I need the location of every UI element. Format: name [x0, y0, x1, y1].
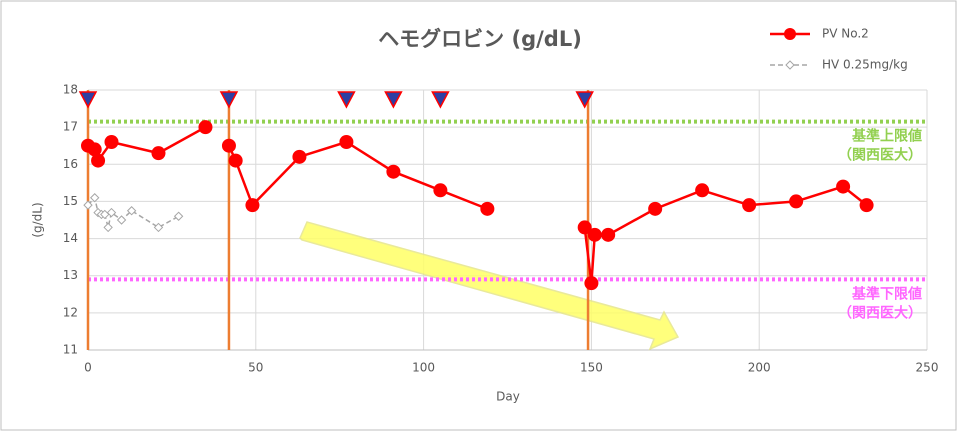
data-point: [584, 276, 599, 291]
data-point: [221, 138, 236, 153]
data-point: [789, 194, 804, 209]
data-point: [292, 149, 307, 164]
x-tick-label: 0: [84, 361, 92, 375]
y-tick-label: 13: [63, 268, 78, 282]
legend-label: PV No.2: [822, 27, 869, 41]
data-point: [173, 211, 184, 221]
data-point: [104, 135, 119, 149]
data-point: [245, 198, 260, 213]
data-point: [601, 227, 616, 242]
data-point: [91, 153, 106, 168]
data-point: [859, 198, 874, 213]
data-point: [648, 201, 663, 216]
data-point: [87, 142, 102, 157]
data-point: [151, 146, 166, 161]
event-marker: [219, 91, 239, 109]
x-tick-label: 150: [580, 361, 603, 375]
data-point: [386, 164, 401, 179]
event-marker: [337, 91, 356, 109]
reference-label: 基準下限値: [852, 285, 922, 302]
reference-label: 基準上限値: [852, 128, 922, 145]
chart-title: ヘモグロビン (g/dL): [378, 27, 582, 51]
data-point: [103, 222, 113, 233]
data-point: [836, 179, 851, 194]
legend-label: HV 0.25mg/kg: [822, 58, 908, 72]
data-point: [577, 220, 592, 235]
data-point: [106, 207, 117, 218]
x-axis-label: Day: [496, 390, 520, 404]
reference-label: （関西医大）: [838, 147, 922, 164]
event-marker: [78, 91, 98, 109]
data-point: [153, 222, 164, 233]
x-tick-label: 100: [412, 361, 435, 375]
y-tick-label: 15: [63, 194, 78, 208]
x-tick-label: 250: [916, 361, 939, 375]
data-point: [83, 200, 93, 210]
reference-label: （関西医大）: [838, 304, 922, 321]
data-point: [480, 201, 495, 216]
y-tick-label: 14: [63, 231, 78, 245]
legend-marker: [784, 28, 796, 40]
data-point: [433, 183, 448, 198]
data-point: [742, 198, 757, 213]
data-point: [198, 120, 213, 135]
event-marker: [384, 91, 403, 109]
data-point: [695, 183, 710, 198]
event-marker: [431, 91, 450, 109]
y-axis-label: (g/dL): [31, 202, 45, 237]
data-point: [228, 153, 243, 168]
data-point: [587, 227, 602, 242]
x-tick-label: 200: [748, 361, 771, 375]
data-point: [126, 206, 137, 216]
data-point: [116, 215, 127, 225]
y-tick-label: 17: [63, 120, 78, 134]
legend-marker: [785, 60, 795, 70]
y-tick-label: 12: [63, 305, 78, 319]
y-tick-label: 11: [63, 343, 78, 357]
x-tick-label: 50: [248, 361, 263, 375]
data-point: [339, 135, 354, 149]
data-point: [90, 193, 100, 203]
trend-arrow: [299, 221, 680, 351]
series-line: [87, 196, 179, 229]
event-marker: [575, 91, 594, 109]
y-tick-label: 18: [63, 83, 78, 97]
y-tick-label: 16: [63, 157, 78, 171]
